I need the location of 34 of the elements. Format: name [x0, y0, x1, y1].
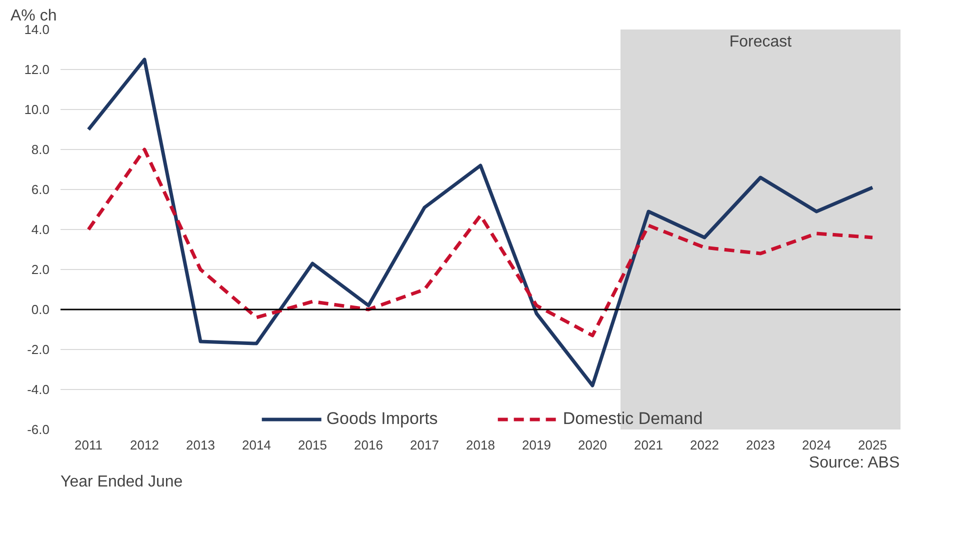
legend-label: Domestic Demand — [562, 409, 703, 429]
x-tick-label: 2014 — [242, 438, 271, 452]
x-tick-label: 2022 — [690, 438, 719, 452]
y-tick-label: -4.0 — [27, 382, 50, 397]
y-tick-label: 2.0 — [31, 262, 50, 277]
x-tick-label: 2017 — [410, 438, 439, 452]
y-tick-label: 0.0 — [31, 302, 50, 317]
band-label: Forecast — [729, 34, 792, 50]
x-tick-label: 2023 — [746, 438, 775, 452]
y-tick-label: 4.0 — [31, 222, 50, 237]
legend-label: Goods Imports — [326, 409, 438, 429]
x-tick-label: 2025 — [858, 438, 887, 452]
x-tick-label: 2020 — [578, 438, 607, 452]
x-tick-label: 2015 — [298, 438, 327, 452]
x-tick-label: 2013 — [186, 438, 215, 452]
y-tick-label: 12.0 — [24, 62, 50, 77]
y-axis-title: A% ch — [10, 8, 57, 24]
x-tick-label: 2021 — [634, 438, 663, 452]
y-tick-label: -2.0 — [27, 342, 50, 357]
y-tick-label: 14.0 — [24, 22, 50, 37]
x-tick-label: 2011 — [74, 438, 102, 452]
x-tick-label: 2019 — [522, 438, 551, 452]
x-tick-label: 2018 — [466, 438, 495, 452]
y-tick-label: -6.0 — [27, 422, 50, 437]
source-note: Source: ABS — [808, 454, 900, 472]
x-tick-label: 2024 — [802, 438, 831, 452]
line-series — [86, 148, 874, 338]
x-tick-label: 2016 — [354, 438, 383, 452]
x-tick-label: 2012 — [130, 438, 159, 452]
y-tick-label: 6.0 — [31, 182, 50, 197]
x-axis-title: Year Ended June — [60, 474, 183, 490]
y-tick-label: 8.0 — [31, 142, 50, 157]
line-series — [86, 58, 874, 388]
y-tick-label: 10.0 — [24, 102, 50, 117]
